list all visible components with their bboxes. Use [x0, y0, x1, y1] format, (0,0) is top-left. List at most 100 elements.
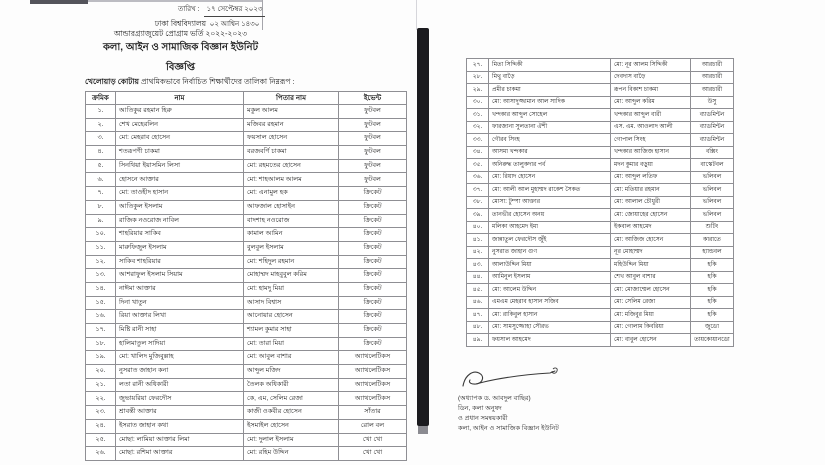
cell-father-name: মো: আব্দুল করিম: [610, 95, 691, 109]
cell-name: জুভায়রিয়া ফেরদৌস: [115, 391, 244, 407]
cell-serial: ৪২.: [466, 245, 489, 259]
cell-serial: ৩০.: [466, 95, 489, 109]
cell-name: লতা রানী অধিকারী: [115, 377, 244, 393]
table-row: ১২. সাকিব শাহরিয়ার মো: শহিদুল রহমান ক্রিকে…: [85, 254, 407, 270]
cell-father-name: মো: এনামুল হক: [243, 186, 339, 201]
signatory-title-2: ও প্রধান সমন্বয়কারী: [458, 415, 508, 423]
intro-line: খেলোয়াড় কোটায় প্রাথমিকভাবে নির্বাচিত …: [85, 77, 295, 89]
cell-serial: ৩৩.: [466, 133, 489, 147]
cell-serial: ৯.: [85, 213, 116, 229]
table-row: ৪৬. এমএম মেহরাব হাসান সজিব মো: সেলিম রেজা হ…: [466, 295, 734, 309]
cell-serial: ২০.: [85, 364, 116, 379]
cell-serial: ৩৫.: [466, 158, 489, 172]
table-row: ৪০. মলিকা আহমেদ ইমা ইকবাল আহমেদ শুটিং: [466, 220, 734, 234]
table-row: ১৮. হালিমাতুল সাদিয়া মো: তারা মিয়া ক্রিকে…: [85, 336, 407, 352]
cell-father-name: দেবদাস বাড়ৈ: [610, 70, 691, 84]
cell-name: হালিমাতুল সাদিয়া: [115, 336, 244, 352]
cell-father-name: মোহাম্মদ মাহবুবুল করিম: [243, 268, 339, 283]
cell-event: শুটিং: [690, 220, 734, 234]
cell-serial: ১০.: [85, 227, 116, 242]
cell-name: সিনথিয়া ইয়াসমিন লিসা: [115, 158, 244, 174]
signature-block: (অধ্যাপক ড. আবদুল বাছির) ডিন, কলা অনুষদ …: [458, 366, 563, 434]
signatory-title-3: কলা, আইন ও সামাজিক বিজ্ঞান ইউনিট: [458, 425, 559, 433]
table-row: ১১. মারুফিজুল ইসলাম বুলবুল ইসলাম ক্রিকেট: [85, 240, 407, 256]
cell-father-name: আব্দুল মজিদ: [243, 364, 339, 379]
cell-name: ফয়সাল আহমেদ: [488, 333, 611, 347]
cell-serial: ৩২.: [466, 120, 489, 134]
cell-name: মো: রিয়াদ হোসেন: [488, 170, 611, 184]
cell-name: মিথু বাড়ৈ: [488, 70, 611, 84]
cell-father-name: মহিউদ্দিন মিয়া: [610, 258, 691, 272]
cell-father-name: খন্দকার আজিজ হাসান: [610, 145, 691, 159]
cell-event: ফুটবল: [338, 131, 407, 147]
cell-father-name: নূর মোহাম্মদ: [610, 245, 691, 259]
unit-title: কলা, আইন ও সামাজিক বিজ্ঞান ইউনিট: [102, 41, 259, 53]
scan-edge-strip-light: [88, 0, 263, 2]
cell-serial: ৪৯.: [466, 333, 489, 347]
table-row: ৪. শতরূপণী চাকমা বরজবর্ণি চাকমা ফুটবল: [85, 145, 407, 160]
cell-father-name: মো: রহমতের হোসেন: [243, 158, 339, 174]
cell-father-name: মো: বাবুল হোসেন: [610, 333, 691, 347]
cell-father-name: মদন কুমার বড়ুয়া: [610, 158, 691, 172]
cell-serial: ১.: [85, 104, 116, 119]
cell-event: উসু: [690, 95, 734, 109]
cell-event: ভলিবল: [690, 183, 734, 197]
date-label: তারিখ :: [178, 6, 200, 13]
cell-event: ব্যাডমিন্টন: [690, 133, 734, 147]
cell-father-name: তৈলক অধিকারী: [243, 377, 339, 393]
cell-father-name: এস. এম. আওলাদ আলী: [610, 120, 691, 134]
cell-event: ক্রিকেট: [338, 281, 407, 297]
cell-father-name: বরজবর্ণি চাকমা: [243, 145, 339, 160]
table-header-row: ক্রমিক নাম পিতার নাম ইভেন্ট: [85, 91, 407, 105]
cell-name: দিনা খাতুন: [115, 295, 244, 311]
cell-event: অ্যাথলেটিকস: [338, 391, 407, 407]
cell-name: মোসা: টুম্পা আক্তার: [488, 195, 611, 209]
cell-father-name: মো: নূর আলম সিদ্দিকী: [610, 58, 691, 72]
cell-name: আতিকুল ইসলাম: [115, 199, 244, 215]
cell-father-name: মো: আবুল বাশার: [243, 350, 339, 366]
date-gregorian: ১৭ সেপ্টেম্বর ২০২৩: [203, 3, 266, 17]
cell-father-name: মো: মতিয়ার রহমান: [610, 183, 691, 197]
signatory-title-1: ডিন, কলা অনুষদ: [458, 405, 502, 413]
table-row: ৪২. নুসরাত জাহান গুণ নূর মোহাম্মদ হ্যান্ডবল: [466, 245, 734, 259]
cell-father-name: ফয়সাল হোসেন: [243, 131, 339, 147]
cell-event: হ্যান্ডবল: [690, 245, 734, 259]
cell-serial: ৪৮.: [466, 320, 489, 334]
cell-serial: ১৮.: [85, 336, 116, 352]
cell-father-name: কে, এম, সেলিম রেজা: [243, 391, 339, 407]
cell-serial: ৪০.: [466, 220, 489, 234]
cell-event: ভলিবল: [690, 208, 734, 222]
table-row: ১৩. আশরাফুল ইসলাম সিয়াম মোহাম্মদ মাহবুবুল…: [85, 268, 407, 283]
cell-name: জান্নাতুল ফেরদৌস জুঁই: [488, 233, 611, 247]
cell-father-name: খন্দকার আব্দুল বারী: [610, 108, 691, 122]
cell-name: মোছা: রশিমা আক্তার: [115, 446, 244, 461]
cell-father-name: মো: শহিদুল রহমান: [243, 254, 339, 270]
table-row: ২৬. মোছা: রশিমা আক্তার মো: রহিম উদ্দিন খো খ…: [85, 446, 407, 461]
cell-name: আলাউদ্দিন মিয়া: [488, 258, 611, 272]
program-title: আন্ডারগ্র্যাজুয়েট প্রোগ্রাম ভর্তি ২০২২-…: [113, 29, 248, 39]
cell-serial: ১৭.: [85, 323, 116, 338]
cell-father-name: মো: হামদু মিয়া: [243, 281, 339, 297]
cell-serial: ৪.: [85, 145, 116, 160]
cell-father-name: মকুল আলম: [243, 104, 339, 119]
cell-father-name: মো: মোজাম্মেল হোসেন: [610, 283, 691, 297]
cell-event: ক্রিকেট: [338, 295, 407, 311]
date-values: ১৭ সেপ্টেম্বর ২০২৩ ০২ আশ্বিন ১৪৩০: [203, 3, 266, 30]
cell-father-name: আফজাল হোসাইন: [243, 199, 339, 215]
cell-serial: ১৪.: [85, 281, 116, 297]
table-row: ২৯. প্রমীর চাকমা রূপন বিকাশ চাকমা আরচারী: [466, 83, 734, 97]
cell-father-name: বুলবুল ইসলাম: [243, 240, 339, 256]
table-row: ১. আতিকুর রহমান হিরু মকুল আলম ফুটবল: [85, 104, 407, 119]
table-row: ৪৫. মো: আলেম উদ্দিন মো: মোজাম্মেল হোসেন হকি: [466, 283, 734, 297]
table-row: ২৮. মিথু বাড়ৈ দেবদাস বাড়ৈ আরচারী: [466, 70, 734, 84]
cell-name: নুসরাত জাহান গুণ: [488, 245, 611, 259]
cell-serial: ২৫.: [85, 432, 116, 448]
scan-edge-strip-dark: [30, 0, 88, 4]
column-header: নাম: [115, 91, 244, 105]
cell-name: এমএম মেহরাব হাসান সজিব: [488, 295, 611, 309]
cell-event: কারাতে: [690, 233, 734, 247]
column-header: ক্রমিক: [85, 91, 116, 105]
cell-serial: ৪৭.: [466, 308, 489, 322]
cell-father-name: আসাদ বিশ্বাস: [243, 295, 339, 311]
roster-table-page2: ২৭. মিতা সিদ্দিকী মো: নূর আলম সিদ্দিকী আরচা…: [466, 58, 734, 347]
